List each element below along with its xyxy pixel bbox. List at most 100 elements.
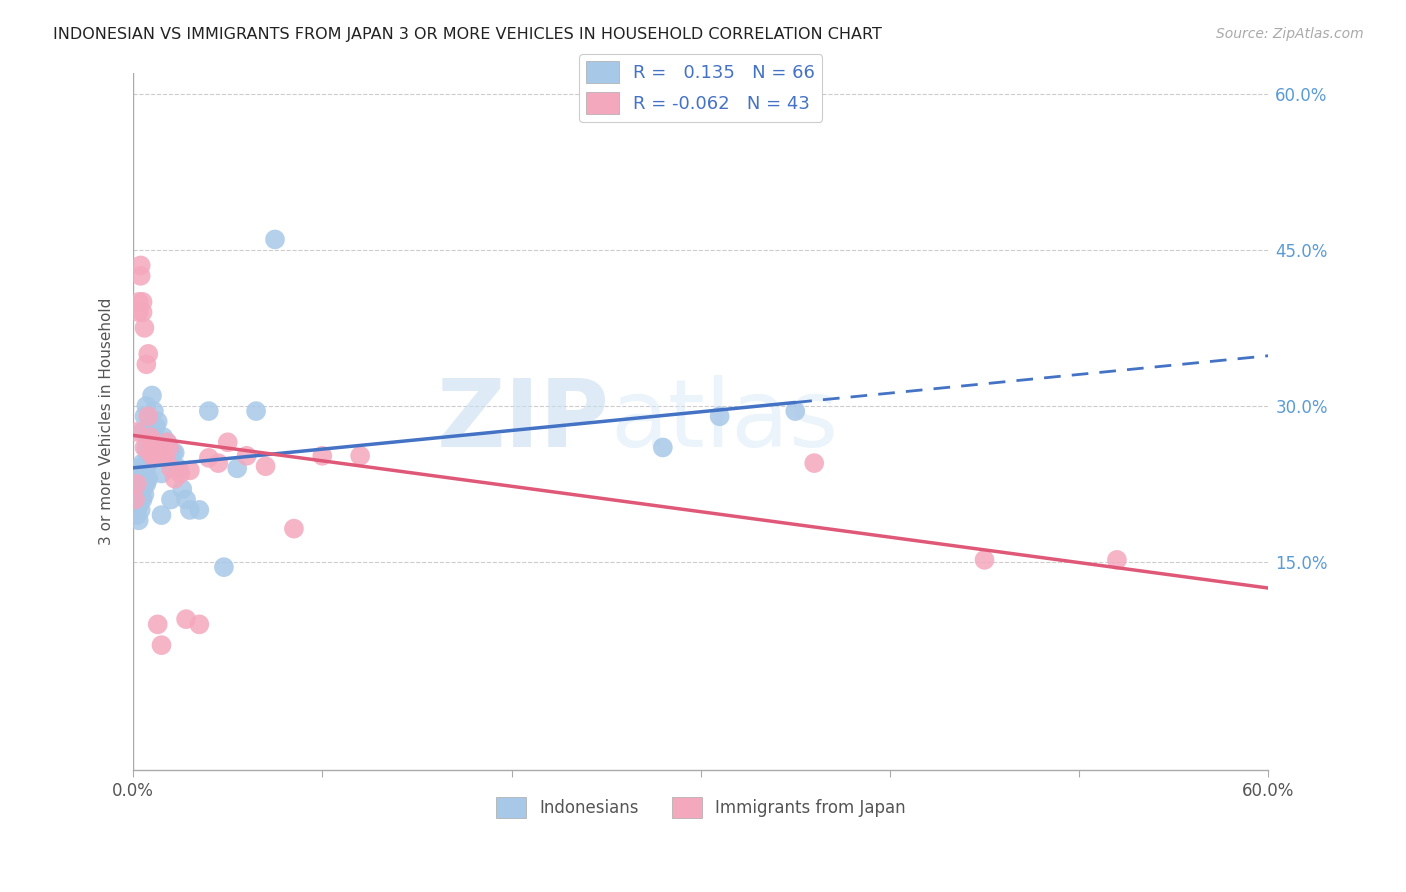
Point <box>124 492 146 507</box>
Point <box>134 409 156 424</box>
Point <box>145 446 167 460</box>
Point <box>207 456 229 470</box>
Point <box>245 404 267 418</box>
Point <box>129 482 152 496</box>
Point <box>134 441 156 455</box>
Point <box>149 446 172 460</box>
Point <box>162 446 184 460</box>
Point <box>155 450 177 465</box>
Point <box>136 450 159 465</box>
Point <box>135 441 157 455</box>
Point <box>226 461 249 475</box>
Point <box>197 404 219 418</box>
Point <box>152 430 174 444</box>
Point <box>141 450 163 465</box>
Point <box>188 503 211 517</box>
Point <box>145 446 167 460</box>
Point <box>135 476 157 491</box>
Point <box>174 612 197 626</box>
Point <box>136 347 159 361</box>
Point <box>131 294 153 309</box>
Text: atlas: atlas <box>610 376 838 467</box>
Point <box>254 459 277 474</box>
Point <box>139 450 162 465</box>
Point <box>139 419 162 434</box>
Point <box>156 435 179 450</box>
Point <box>129 503 152 517</box>
Point <box>131 305 153 319</box>
Point <box>136 425 159 439</box>
Point <box>128 305 150 319</box>
Point <box>167 461 190 475</box>
Text: Source: ZipAtlas.com: Source: ZipAtlas.com <box>1216 27 1364 41</box>
Point <box>134 461 156 475</box>
Point <box>129 259 152 273</box>
Point <box>188 617 211 632</box>
Point <box>128 476 150 491</box>
Point <box>709 409 731 424</box>
Point <box>131 482 153 496</box>
Point <box>283 522 305 536</box>
Point <box>264 232 287 246</box>
Point <box>217 435 239 450</box>
Point <box>135 399 157 413</box>
Point <box>149 441 172 455</box>
Point <box>124 476 146 491</box>
Point <box>311 449 333 463</box>
Point <box>128 513 150 527</box>
Point <box>145 419 167 434</box>
Text: INDONESIAN VS IMMIGRANTS FROM JAPAN 3 OR MORE VEHICLES IN HOUSEHOLD CORRELATION : INDONESIAN VS IMMIGRANTS FROM JAPAN 3 OR… <box>53 27 883 42</box>
Point <box>174 492 197 507</box>
Point <box>125 425 148 439</box>
Point <box>134 487 156 501</box>
Point <box>142 450 165 465</box>
Point <box>179 503 201 517</box>
Point <box>131 472 153 486</box>
Point <box>155 441 177 455</box>
Point <box>125 492 148 507</box>
Legend: Indonesians, Immigrants from Japan: Indonesians, Immigrants from Japan <box>489 790 912 824</box>
Point <box>1105 553 1128 567</box>
Point <box>134 476 156 491</box>
Point <box>157 446 180 460</box>
Point <box>156 435 179 450</box>
Point <box>128 498 150 512</box>
Point <box>129 492 152 507</box>
Point <box>125 503 148 517</box>
Point <box>129 472 152 486</box>
Point <box>152 446 174 460</box>
Point <box>139 446 162 460</box>
Point <box>141 388 163 402</box>
Point <box>136 409 159 424</box>
Point <box>125 472 148 486</box>
Point <box>125 476 148 491</box>
Point <box>128 461 150 475</box>
Point <box>163 446 186 460</box>
Point <box>131 425 153 439</box>
Point <box>212 560 235 574</box>
Point <box>131 456 153 470</box>
Point <box>135 461 157 475</box>
Y-axis label: 3 or more Vehicles in Household: 3 or more Vehicles in Household <box>100 298 114 545</box>
Point <box>785 404 807 418</box>
Point <box>157 441 180 455</box>
Point <box>803 456 825 470</box>
Point <box>179 463 201 477</box>
Point <box>150 508 173 522</box>
Point <box>973 553 995 567</box>
Point <box>169 467 191 481</box>
Point <box>160 492 183 507</box>
Point <box>651 441 673 455</box>
Point <box>128 487 150 501</box>
Point <box>163 472 186 486</box>
Point <box>349 449 371 463</box>
Point <box>139 430 162 444</box>
Point <box>129 461 152 475</box>
Point <box>128 294 150 309</box>
Point <box>150 467 173 481</box>
Point <box>146 415 169 429</box>
Point <box>136 472 159 486</box>
Point <box>141 435 163 450</box>
Point <box>150 638 173 652</box>
Point <box>124 487 146 501</box>
